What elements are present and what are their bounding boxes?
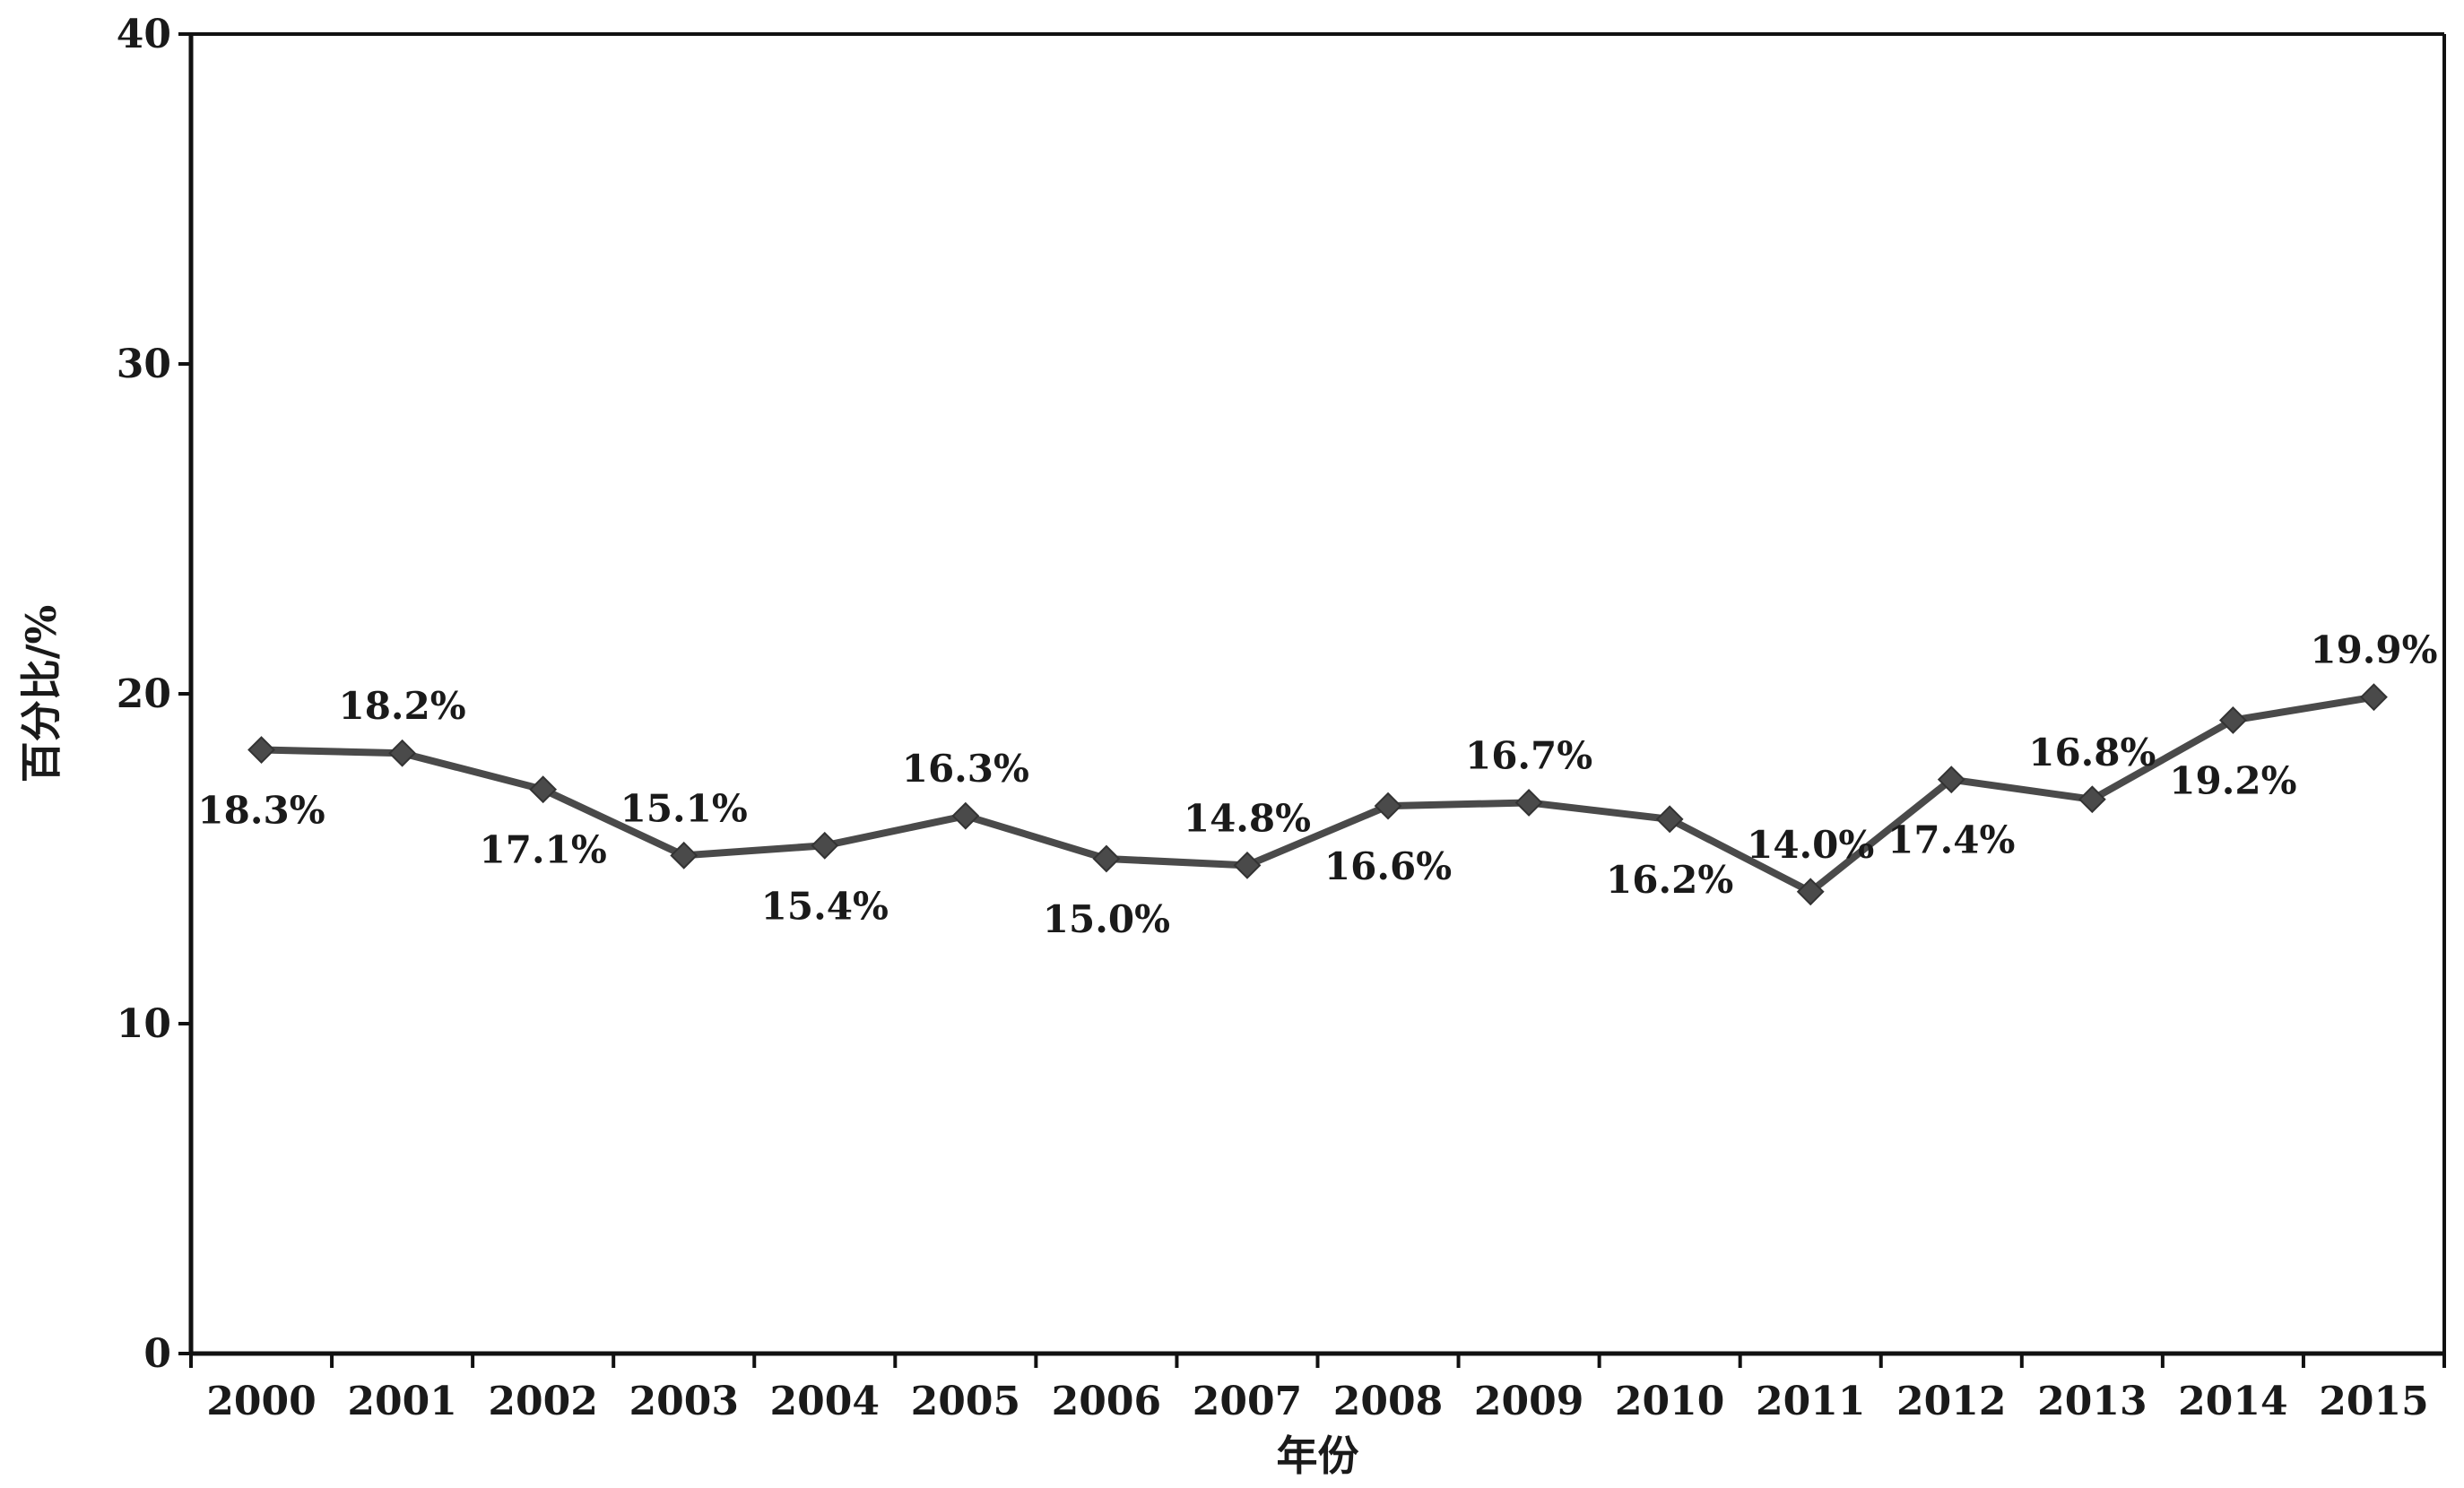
data-point-marker (1233, 851, 1262, 879)
data-label: 16.2% (1606, 858, 1733, 902)
data-point-marker (1514, 789, 1543, 817)
x-tick-label: 2013 (2037, 1379, 2147, 1424)
data-point-marker (811, 831, 839, 860)
data-point-marker (951, 801, 980, 830)
data-label: 17.1% (480, 828, 607, 872)
data-point-marker (670, 841, 698, 869)
data-label: 16.7% (1465, 733, 1592, 777)
x-tick-label: 2003 (629, 1379, 738, 1424)
data-labels: 18.3% 18.2% 17.1% 15.1% 15.4% 16.3% 15.0% 14.8%… (197, 628, 2437, 941)
axis-ticks: 0 10 20 30 40 2000 2001 2002 2003 2004 2005 2006 200… (117, 12, 2446, 1424)
x-tick-label: 2009 (1474, 1379, 1583, 1424)
data-label: 18.3% (197, 789, 325, 833)
data-point-marker (1092, 844, 1121, 873)
x-tick-label: 2014 (2178, 1379, 2287, 1424)
data-point-marker (1937, 766, 1965, 794)
x-tick-label: 2007 (1193, 1379, 1302, 1424)
data-label: 19.9% (2310, 628, 2437, 672)
data-label: 14.0% (1747, 823, 1874, 867)
data-label: 14.8% (1184, 796, 1311, 840)
y-tick-label: 30 (117, 342, 171, 387)
data-point-marker (1374, 792, 1402, 820)
x-tick-label: 2000 (206, 1379, 316, 1424)
x-tick-label: 2012 (1896, 1379, 2006, 1424)
data-label: 15.0% (1043, 897, 1170, 941)
data-label: 15.1% (620, 786, 748, 830)
axes (188, 32, 2446, 1356)
x-axis-title: 年份 (1277, 1432, 1359, 1480)
series-layer (247, 683, 2388, 906)
y-tick-label: 20 (117, 671, 171, 717)
data-point-marker (247, 736, 275, 764)
data-point-marker (2360, 683, 2388, 712)
data-point-marker (388, 739, 417, 767)
data-point-marker (2218, 706, 2247, 734)
y-tick-label: 0 (143, 1331, 171, 1377)
x-tick-label: 2004 (770, 1379, 880, 1424)
series-line (261, 693, 2375, 895)
data-label: 16.6% (1324, 844, 1452, 888)
data-point-marker (529, 775, 558, 804)
data-label: 17.4% (1887, 818, 2015, 862)
y-axis-title: 百分比/% (17, 605, 65, 783)
y-tick-label: 40 (117, 12, 171, 57)
y-tick-label: 10 (117, 1001, 171, 1047)
data-label: 15.4% (761, 884, 889, 928)
data-point-marker (2078, 785, 2106, 814)
x-tick-label: 2008 (1333, 1379, 1443, 1424)
x-tick-label: 2005 (911, 1379, 1020, 1424)
x-tick-label: 2015 (2319, 1379, 2428, 1424)
x-tick-label: 2010 (1615, 1379, 1724, 1424)
data-label: 19.2% (2169, 758, 2296, 802)
x-tick-label: 2001 (347, 1379, 456, 1424)
x-tick-label: 2011 (1756, 1379, 1865, 1424)
x-tick-label: 2002 (488, 1379, 597, 1424)
data-label: 18.2% (338, 684, 465, 728)
data-point-marker (1655, 805, 1684, 834)
data-label: 16.8% (2028, 731, 2156, 774)
data-point-marker (1796, 878, 1825, 906)
data-label: 16.3% (902, 747, 1029, 791)
x-tick-label: 2006 (1052, 1379, 1161, 1424)
